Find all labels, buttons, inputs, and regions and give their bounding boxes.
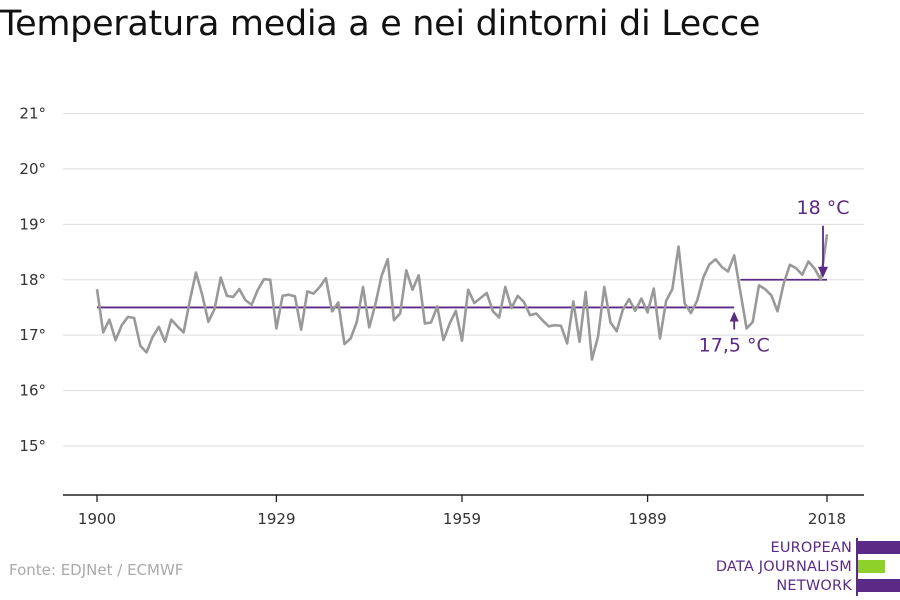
logo-line-1: EUROPEAN	[770, 540, 852, 556]
annotations: 17,5 °C 18 °C	[699, 197, 850, 357]
logo-bar-purple-bottom	[858, 579, 900, 592]
y-tick-label: 19°	[19, 215, 46, 233]
annotation-label-18: 18 °C	[797, 197, 850, 219]
x-axis: 1900 1929 1959 1989 2018	[63, 494, 864, 528]
x-tick-label: 1989	[628, 510, 666, 528]
chart-title: Temperatura media a e nei dintorni di Le…	[0, 4, 761, 44]
y-tick-label: 16°	[19, 382, 46, 400]
logo-bar-purple-top	[858, 541, 900, 554]
y-tick-label: 20°	[19, 160, 46, 178]
y-tick-label: 18°	[19, 271, 46, 289]
source-note: Fonte: EDJNet / ECMWF	[9, 561, 184, 579]
annotation-label-17-5: 17,5 °C	[699, 334, 770, 356]
x-tick-label: 1959	[443, 510, 481, 528]
logo-line-3: NETWORK	[776, 578, 852, 594]
logo-stem	[856, 538, 858, 596]
series-lines	[95, 234, 829, 361]
reference-lines	[97, 278, 827, 309]
annotation-arrowhead-17-5	[729, 311, 739, 322]
y-tick-label: 17°	[19, 326, 46, 344]
x-tick-label: 1929	[257, 510, 295, 528]
y-tick-label: 21°	[19, 105, 46, 123]
logo-bar-green	[858, 560, 885, 573]
y-tick-label: 15°	[19, 437, 46, 455]
logo-line-2: DATA JOURNALISM	[715, 559, 852, 575]
annotation-arrowhead-18	[818, 266, 828, 278]
x-tick-label: 2018	[808, 510, 846, 528]
x-tick-label: 1900	[78, 510, 116, 528]
temperature-series-line	[95, 234, 829, 361]
edjnet-logo: EUROPEAN DATA JOURNALISM NETWORK	[700, 538, 900, 596]
y-axis-ticks: 15° 16° 17° 18° 19° 20° 21°	[19, 105, 46, 456]
